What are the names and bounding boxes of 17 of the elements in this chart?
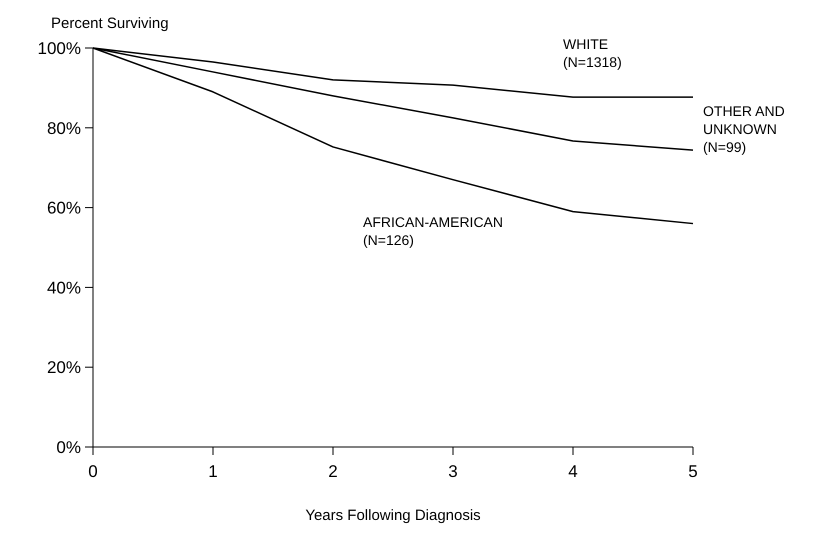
y-tick-label: 60% xyxy=(46,198,81,218)
x-tick-label: 2 xyxy=(328,462,338,481)
y-tick-label: 40% xyxy=(46,278,81,298)
x-axis-title: Years Following Diagnosis xyxy=(305,507,481,524)
series-label: AFRICAN-AMERICAN (N=126) xyxy=(363,214,504,248)
y-tick-label: 0% xyxy=(56,438,81,457)
x-tick-label: 1 xyxy=(208,462,218,481)
series-label: OTHER AND UNKNOWN (N=99) xyxy=(703,103,785,156)
x-tick-label: 0 xyxy=(88,462,98,481)
y-tick-label: 20% xyxy=(46,358,81,378)
series-label: WHITE (N=1318) xyxy=(563,36,622,70)
x-tick-label: 5 xyxy=(688,462,698,481)
y-tick-label: 80% xyxy=(46,118,81,138)
y-tick-label: 100% xyxy=(38,38,81,58)
y-axis-title: Percent Surviving xyxy=(51,15,169,32)
x-tick-label: 3 xyxy=(448,462,458,481)
x-tick-label: 4 xyxy=(568,462,578,481)
